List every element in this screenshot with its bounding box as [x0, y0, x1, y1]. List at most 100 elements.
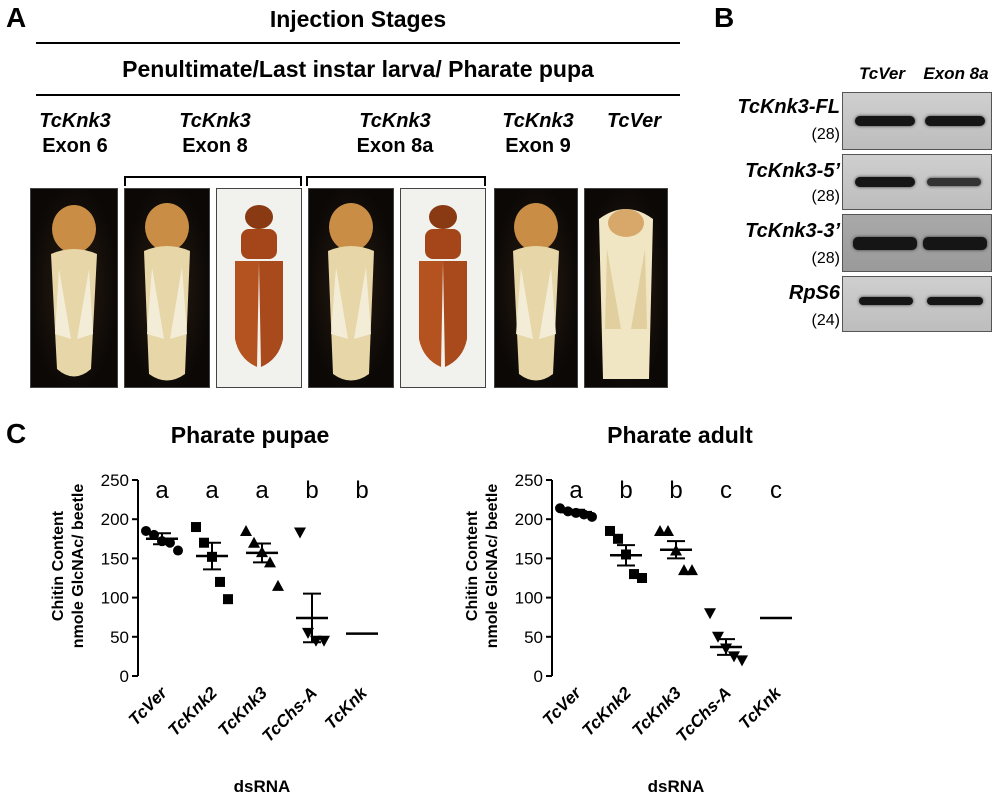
chart2-y-tick-label: 0 [534, 667, 543, 686]
photo-exon6-pupa [30, 188, 118, 388]
col-gene-exon9: TcKnk3 [502, 110, 574, 132]
photo-exon8-pupa [124, 188, 210, 388]
chart1-ylabel-line1: Chitin Content [50, 510, 67, 622]
chart2-sig-letter: b [669, 477, 682, 504]
band-fl-tcver [855, 116, 915, 126]
chart1-sig-letter: a [155, 477, 169, 504]
chart2-point [686, 564, 698, 576]
gel-cycles-3: (28) [811, 250, 840, 267]
gel-label-3: TcKnk3-3’ [745, 220, 840, 242]
band-fl-exon8a [925, 116, 985, 126]
col-exon-8: Exon 8 [182, 135, 248, 157]
chart1-category-label: TcKnk2 [164, 683, 221, 740]
chart2-point [704, 608, 716, 620]
band-3-tcver [853, 237, 917, 250]
chart2-y-tick-label: 50 [524, 628, 543, 647]
heading-rule-bottom [36, 94, 680, 96]
chart2-point [555, 503, 565, 514]
chart2-point [654, 524, 666, 536]
chart1-point [248, 536, 260, 548]
panel-c-letter: C [6, 418, 27, 449]
adult-beetle-figure [235, 205, 283, 367]
photo-exon8-adult [216, 188, 302, 388]
chart2-point [662, 524, 674, 536]
chart1-category-label: TcChs-A [258, 683, 320, 745]
chart2-point [613, 533, 623, 544]
chart2-point [678, 564, 690, 576]
chart2-point [712, 631, 724, 643]
chart1-sig-letter: a [205, 477, 219, 504]
pupa-figure [51, 205, 97, 377]
chart2-point [736, 655, 748, 667]
chart1-y-tick-label: 50 [110, 628, 129, 647]
col-gene-exon8a: TcKnk3 [359, 110, 431, 132]
band-rps6-tcver [859, 297, 913, 305]
chart1-point [141, 525, 151, 536]
band-3-exon8a [923, 237, 987, 250]
lane-label-tcver: TcVer [859, 64, 905, 83]
gel-3 [842, 214, 992, 272]
chart2-x-axis-title: dsRNA [648, 777, 705, 796]
chart2-sig-letter: c [720, 477, 732, 504]
col-gene-exon6: TcKnk3 [39, 110, 111, 132]
chart1-y-tick-label: 200 [101, 510, 129, 529]
chart1-sig-letter: b [355, 477, 368, 504]
photo-tcver-pupa [584, 188, 668, 388]
photo-exon9-pupa [494, 188, 578, 388]
chart1-point [191, 522, 201, 533]
bracket-exon8a [306, 176, 486, 186]
pupa-figure [599, 209, 653, 379]
chart1-y-tick-label: 100 [101, 589, 129, 608]
chart1-point [215, 576, 225, 587]
panel-b-letter: B [714, 2, 735, 33]
col-gene-tcver: TcVer [606, 110, 662, 132]
chart2-y-tick-label: 100 [515, 589, 543, 608]
chart2-title: Pharate adult [607, 422, 753, 448]
gel-5 [842, 154, 992, 210]
chart2-sig-letter: b [619, 477, 632, 504]
chart1-category-label: TcVer [125, 682, 172, 729]
chart1-title: Pharate pupae [170, 422, 330, 448]
band-rps6-exon8a [927, 297, 983, 305]
gel-cycles-5: (28) [811, 188, 840, 205]
heading-rule-top [36, 42, 680, 44]
gel-fl [842, 92, 992, 150]
chart1-point [294, 527, 306, 539]
chart2-category-label: TcChs-A [672, 683, 734, 745]
chart2-point [587, 511, 597, 522]
photo-exon8a-adult [400, 188, 486, 388]
chart1-point [173, 545, 183, 556]
chart1-category-label: TcKnk [321, 682, 372, 733]
chart1-point [272, 579, 284, 591]
chart2-category-label: TcKnk [735, 682, 786, 733]
chart2-y-tick-label: 150 [515, 549, 543, 568]
chart2-category-label: TcKnk2 [578, 683, 635, 740]
chart2-point [605, 525, 615, 536]
bracket-exon8 [124, 176, 302, 186]
pupa-figure [513, 203, 559, 381]
chart1-x-axis-title: dsRNA [234, 777, 291, 796]
chart2-category-label: TcVer [539, 682, 586, 729]
chart1-sig-letter: a [255, 477, 269, 504]
gel-label-rps6: RpS6 [788, 282, 840, 304]
chart1-sig-letter: b [305, 477, 318, 504]
pupa-figure [328, 203, 374, 381]
chart1-point [240, 524, 252, 536]
col-exon-9: Exon 9 [505, 135, 571, 157]
gel-label-5: TcKnk3-5’ [745, 160, 840, 182]
lane-label-exon8a: Exon 8a [923, 64, 989, 83]
gel-cycles-fl: (28) [811, 126, 840, 143]
band-5-tcver [855, 177, 915, 187]
gel-rps6 [842, 276, 992, 332]
col-exon-8a: Exon 8a [356, 135, 434, 157]
chart1-y-tick-label: 250 [101, 471, 129, 490]
gel-label-fl: TcKnk3-FL [737, 96, 840, 118]
chart1-point [318, 635, 330, 647]
adult-beetle-figure [419, 205, 467, 367]
chart1-point [223, 594, 233, 605]
chart2-ylabel-line1: Chitin Content [464, 510, 481, 622]
pupa-figure [144, 203, 190, 381]
band-5-exon8a [927, 178, 981, 186]
chart2-y-tick-label: 250 [515, 471, 543, 490]
